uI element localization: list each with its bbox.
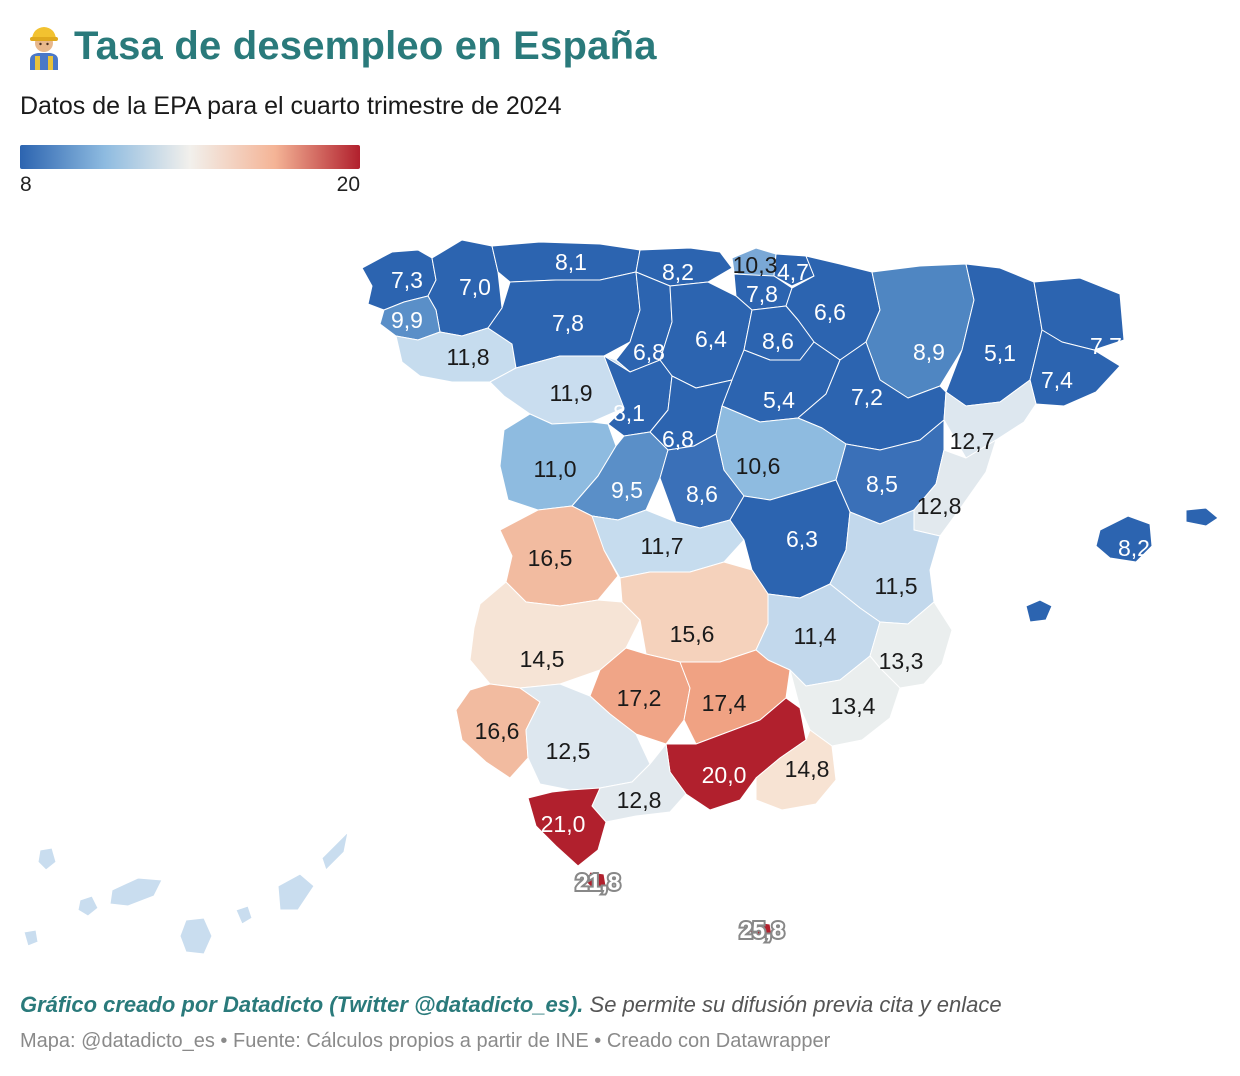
province-value-label: 20,0 (702, 762, 747, 788)
province-value-label: 14,5 (520, 646, 565, 672)
province-value-label: 11,0 (533, 456, 576, 482)
footer-source: Mapa: @datadicto_es • Fuente: Cálculos p… (20, 1030, 831, 1052)
province-value-label: 7,7 (1090, 333, 1122, 359)
province-value-label: 7,8 (552, 310, 584, 336)
province-value-label: 7,8 (746, 281, 778, 307)
province-value-label: 21,8 (576, 869, 621, 895)
chart-title: Tasa de desempleo en España (20, 18, 657, 74)
province-value-label: 9,9 (391, 307, 423, 333)
legend-gradient-bar (20, 145, 360, 169)
province-ciudad-real[interactable] (619, 561, 769, 663)
province-value-label: 15,6 (670, 621, 715, 647)
province-value-label: 16,6 (475, 718, 520, 744)
province-value-label: 13,4 (831, 693, 876, 719)
province-value-label: 6,6 (814, 299, 846, 325)
province-value-label: 6,3 (786, 526, 818, 552)
province-value-label: 4,7 (777, 259, 809, 285)
province-zamora[interactable] (489, 355, 631, 425)
province-value-label: 7,2 (851, 384, 883, 410)
province-cadiz[interactable] (527, 787, 607, 867)
province-value-label: 8,5 (866, 471, 898, 497)
legend-max-label: 20 (336, 173, 360, 196)
province-value-label: 8,2 (662, 259, 694, 285)
province-value-label: 11,5 (874, 573, 917, 599)
province-value-label: 13,3 (879, 648, 924, 674)
province-value-label: 7,0 (459, 274, 491, 300)
province-value-label: 6,8 (662, 426, 694, 452)
province-value-label: 12,7 (950, 428, 995, 454)
spain-choropleth-map: 7,3 7,08,1 8,2 10,3 4,77,86,69,911,87,86,8 6,… (23, 239, 1219, 955)
province-value-label: 8,6 (686, 481, 718, 507)
subtitle: Datos de la EPA para el cuarto trimestre… (20, 92, 562, 120)
province-value-label: 11,9 (549, 380, 592, 406)
footer-credit: Gráfico creado por Datadicto (Twitter @d… (20, 992, 1002, 1018)
province-value-label: 6,8 (633, 339, 665, 365)
province-murcia[interactable] (789, 655, 901, 747)
province-value-label: 21,0 (541, 811, 586, 837)
province-value-label: 11,8 (446, 344, 489, 370)
province-barcelona[interactable] (1029, 329, 1121, 407)
province-almeria[interactable] (755, 729, 837, 811)
footer-credit-author: Gráfico creado por Datadicto (Twitter @d… (20, 992, 584, 1017)
province-value-label: 14,8 (785, 756, 830, 782)
province-value-label: 11,4 (793, 623, 836, 649)
province-value-label: 17,2 (617, 685, 662, 711)
legend-min-label: 8 (20, 173, 32, 196)
province-value-label: 8,6 (762, 328, 794, 354)
province-value-label: 7,3 (391, 267, 423, 293)
province-baleares[interactable] (1025, 507, 1219, 623)
province-value-label: 16,5 (528, 545, 573, 571)
province-value-label: 8,1 (555, 249, 587, 275)
province-ceuta[interactable] (585, 871, 607, 891)
province-value-label: 11,7 (640, 533, 683, 559)
province-value-label: 7,4 (1041, 367, 1073, 393)
province-value-label: 5,1 (984, 340, 1016, 366)
construction-worker-icon (30, 27, 58, 70)
province-value-label: 25,8 (740, 917, 785, 943)
province-value-label: 5,4 (763, 387, 795, 413)
province-value-label: 8,2 (1118, 535, 1150, 561)
color-legend: 8 20 (20, 145, 360, 201)
province-canarias[interactable] (23, 831, 349, 955)
province-value-label: 8,1 (613, 400, 645, 426)
province-value-label: 10,3 (733, 252, 778, 278)
province-gipuzkoa[interactable] (773, 253, 815, 287)
province-castellon[interactable] (913, 439, 997, 537)
province-value-label: 9,5 (611, 477, 643, 503)
province-value-label: 8,9 (913, 339, 945, 365)
province-value-label: 12,5 (546, 738, 591, 764)
province-tarragona[interactable] (943, 379, 1037, 459)
title-text: Tasa de desempleo en España (74, 23, 657, 68)
province-value-label: 12,8 (617, 787, 662, 813)
province-value-label: 6,4 (695, 326, 727, 352)
province-value-label: 17,4 (702, 690, 747, 716)
province-melilla[interactable] (749, 921, 773, 941)
footer-credit-note: Se permite su difusión previa cita y enl… (583, 992, 1002, 1017)
province-value-label: 10,6 (736, 453, 781, 479)
province-value-label: 12,8 (917, 493, 962, 519)
